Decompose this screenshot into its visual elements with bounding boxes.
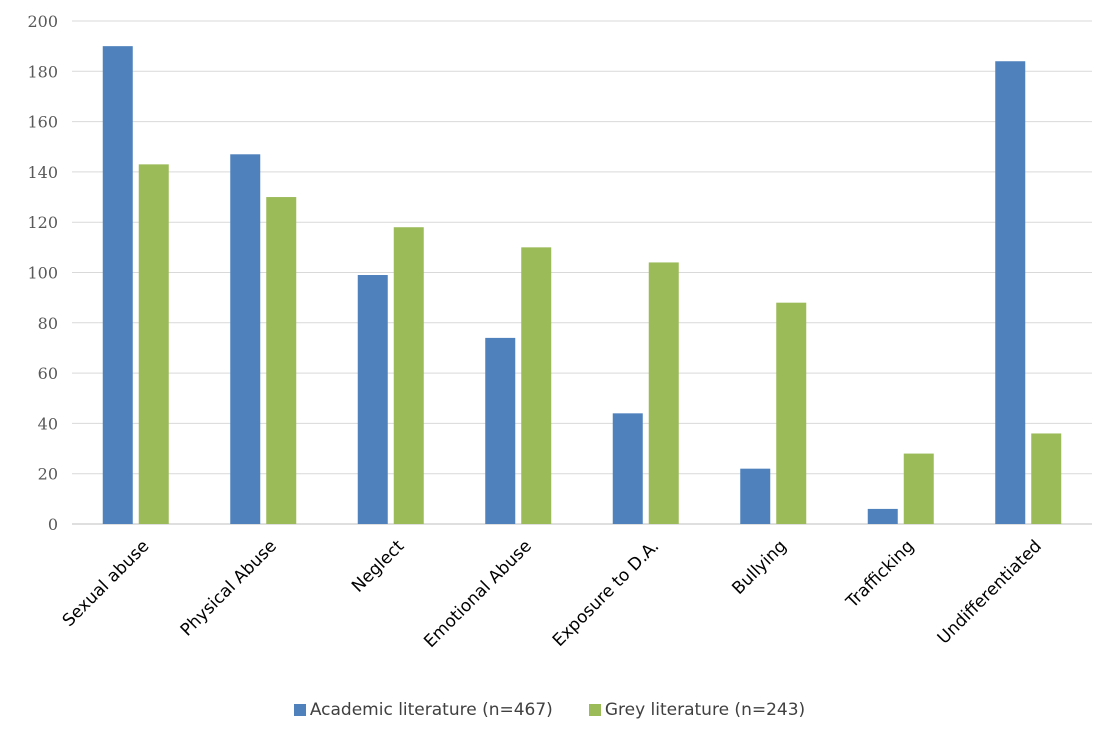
y-tick-label: 60 — [38, 364, 58, 383]
y-tick-label: 120 — [27, 213, 58, 232]
bar-grey — [393, 227, 424, 525]
y-tick-label: 160 — [27, 113, 58, 132]
y-tick-label: 40 — [38, 414, 58, 433]
legend-swatch-grey — [588, 704, 601, 716]
bars — [102, 46, 1062, 525]
legend: Academic literature (n=467) Grey literat… — [0, 700, 1099, 720]
y-axis-ticks: 0 20 40 60 80 100 120 140 160 180 200 — [27, 12, 58, 534]
bar-academic — [230, 154, 261, 525]
x-category-label: Physical Abuse — [177, 536, 281, 640]
bar-academic — [740, 468, 771, 524]
y-tick-label: 100 — [27, 264, 58, 283]
bar-academic — [612, 413, 643, 524]
x-axis-labels: Sexual abuse Physical Abuse Neglect Emotion… — [59, 536, 1046, 652]
y-tick-label: 140 — [27, 163, 58, 182]
bar-academic — [357, 275, 388, 524]
bar-grey — [776, 302, 807, 524]
bar-grey — [266, 197, 297, 525]
bar-grey — [648, 262, 679, 524]
bar-academic — [485, 337, 516, 524]
x-category-label: Undifferentiated — [934, 536, 1046, 648]
x-category-label: Sexual abuse — [59, 536, 153, 630]
bar-grey — [521, 247, 552, 524]
bar-academic — [102, 46, 133, 525]
legend-swatch-academic — [293, 704, 306, 716]
gridlines — [72, 20, 1092, 525]
bar-academic — [867, 508, 898, 524]
x-category-label: Emotional Abuse — [420, 536, 535, 651]
bar-grey — [138, 164, 169, 525]
bar-academic — [995, 61, 1026, 525]
x-category-label: Neglect — [348, 536, 408, 596]
bar-grey — [1031, 433, 1062, 524]
bar-grey — [903, 453, 934, 524]
y-tick-label: 80 — [38, 314, 58, 333]
x-category-label: Trafficking — [842, 536, 919, 613]
x-category-label: Bullying — [728, 536, 790, 598]
legend-label-grey: Grey literature (n=243) — [604, 700, 806, 720]
y-tick-label: 200 — [27, 12, 58, 31]
x-category-label: Exposure to D.A. — [549, 536, 663, 650]
legend-item-academic: Academic literature (n=467) — [293, 700, 553, 720]
y-tick-label: 0 — [48, 515, 58, 534]
legend-item-grey: Grey literature (n=243) — [588, 700, 806, 720]
y-tick-label: 20 — [38, 465, 58, 484]
y-tick-label: 180 — [27, 62, 58, 81]
legend-label-academic: Academic literature (n=467) — [309, 700, 553, 720]
bar-chart: 0 20 40 60 80 100 120 140 160 180 200 Sexual abuse… — [27, 12, 1092, 652]
